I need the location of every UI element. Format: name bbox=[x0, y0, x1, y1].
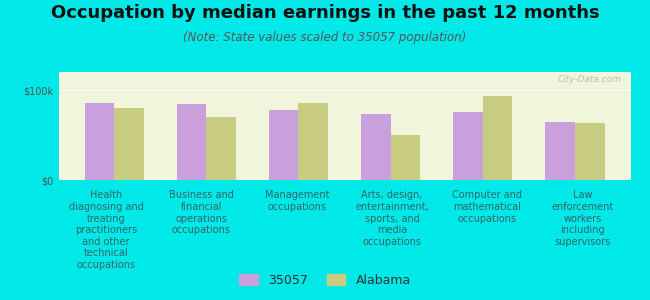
Bar bbox=[361, 114, 391, 180]
Bar bbox=[483, 96, 512, 180]
Text: Computer and
mathematical
occupations: Computer and mathematical occupations bbox=[452, 190, 523, 224]
Bar bbox=[269, 110, 298, 180]
Text: Management
occupations: Management occupations bbox=[265, 190, 329, 212]
Text: (Note: State values scaled to 35057 population): (Note: State values scaled to 35057 popu… bbox=[183, 32, 467, 44]
Text: City-Data.com: City-Data.com bbox=[558, 75, 622, 84]
Bar bbox=[84, 103, 114, 180]
Text: Health
diagnosing and
treating
practitioners
and other
technical
occupations: Health diagnosing and treating practitio… bbox=[69, 190, 144, 270]
Text: Law
enforcement
workers
including
supervisors: Law enforcement workers including superv… bbox=[552, 190, 614, 247]
Text: Occupation by median earnings in the past 12 months: Occupation by median earnings in the pas… bbox=[51, 4, 599, 22]
Bar bbox=[391, 135, 420, 180]
Text: Business and
financial
operations
occupations: Business and financial operations occupa… bbox=[169, 190, 234, 235]
Bar bbox=[114, 108, 144, 180]
Text: Arts, design,
entertainment,
sports, and
media
occupations: Arts, design, entertainment, sports, and… bbox=[356, 190, 429, 247]
Bar bbox=[453, 112, 483, 180]
Legend: 35057, Alabama: 35057, Alabama bbox=[235, 270, 415, 291]
Bar bbox=[298, 103, 328, 180]
Bar bbox=[545, 122, 575, 180]
Bar bbox=[206, 117, 236, 180]
Bar bbox=[177, 104, 206, 180]
Bar bbox=[575, 123, 604, 180]
